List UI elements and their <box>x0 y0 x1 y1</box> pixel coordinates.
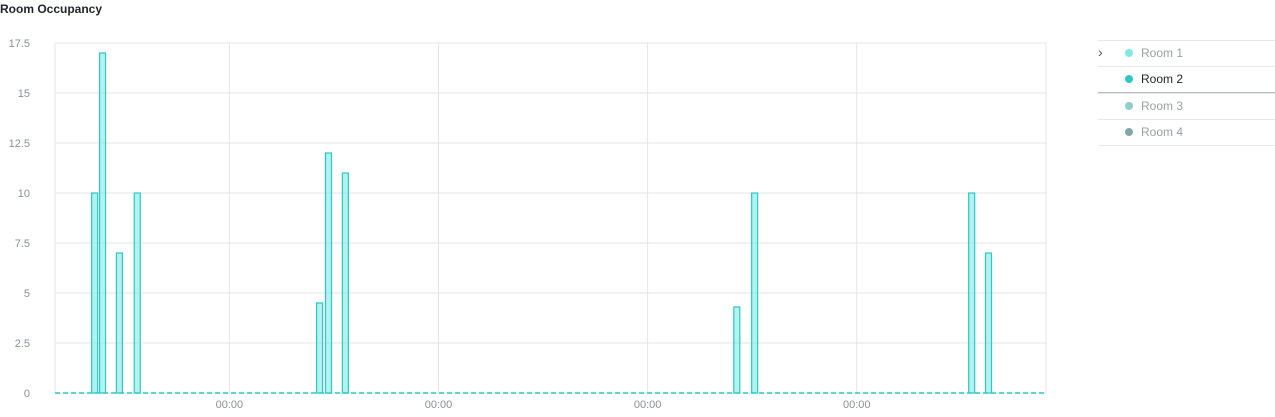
y-tick-label: 5 <box>24 288 30 300</box>
bar <box>115 252 124 394</box>
x-tick-label: 00:00 <box>634 399 662 411</box>
bar <box>968 192 976 394</box>
chevron-right-icon[interactable]: › <box>1098 44 1103 60</box>
bar <box>133 192 141 394</box>
legend-dot <box>1125 102 1133 110</box>
legend-dot <box>1125 128 1133 136</box>
legend-item-room-2[interactable]: Room 2 <box>1098 66 1275 93</box>
legend-item-room-1[interactable]: Room 1 <box>1098 40 1275 66</box>
chart-title: Room Occupancy <box>0 2 103 16</box>
y-tick-label: 0 <box>24 388 30 400</box>
legend-item-room-3[interactable]: Room 3 <box>1098 93 1275 119</box>
x-tick-label: 00:00 <box>843 399 871 411</box>
x-tick-label: 00:00 <box>216 399 244 411</box>
bar <box>984 252 993 394</box>
bar <box>341 172 349 394</box>
occupancy-chart: 0 2.5 5 7.5 10 12.5 15 17.5 00:00 00:00 00:00 00:00 <box>9 38 1047 411</box>
y-tick-label: 2.5 <box>15 338 30 350</box>
legend-label: Room 4 <box>1141 125 1184 139</box>
bar <box>315 302 324 394</box>
legend-item-room-4[interactable]: Room 4 <box>1098 119 1275 146</box>
bar <box>91 192 99 394</box>
bar <box>751 192 759 394</box>
y-tick-label: 15 <box>18 88 30 100</box>
legend-label: Room 1 <box>1141 46 1184 60</box>
x-tick-label: 00:00 <box>425 399 453 411</box>
y-tick-label: 10 <box>18 188 30 200</box>
bar <box>98 52 107 394</box>
bar <box>324 152 333 394</box>
bar <box>733 306 741 394</box>
legend-dot <box>1125 49 1133 57</box>
legend-label: Room 3 <box>1141 99 1184 113</box>
y-tick-label: 17.5 <box>9 38 30 50</box>
y-tick-label: 7.5 <box>15 238 30 250</box>
legend-label: Room 2 <box>1141 72 1184 86</box>
y-tick-label: 12.5 <box>9 138 30 150</box>
legend: › Room 1 Room 2 Room 3 Room 4 <box>1098 40 1275 146</box>
legend-dot <box>1125 75 1133 83</box>
